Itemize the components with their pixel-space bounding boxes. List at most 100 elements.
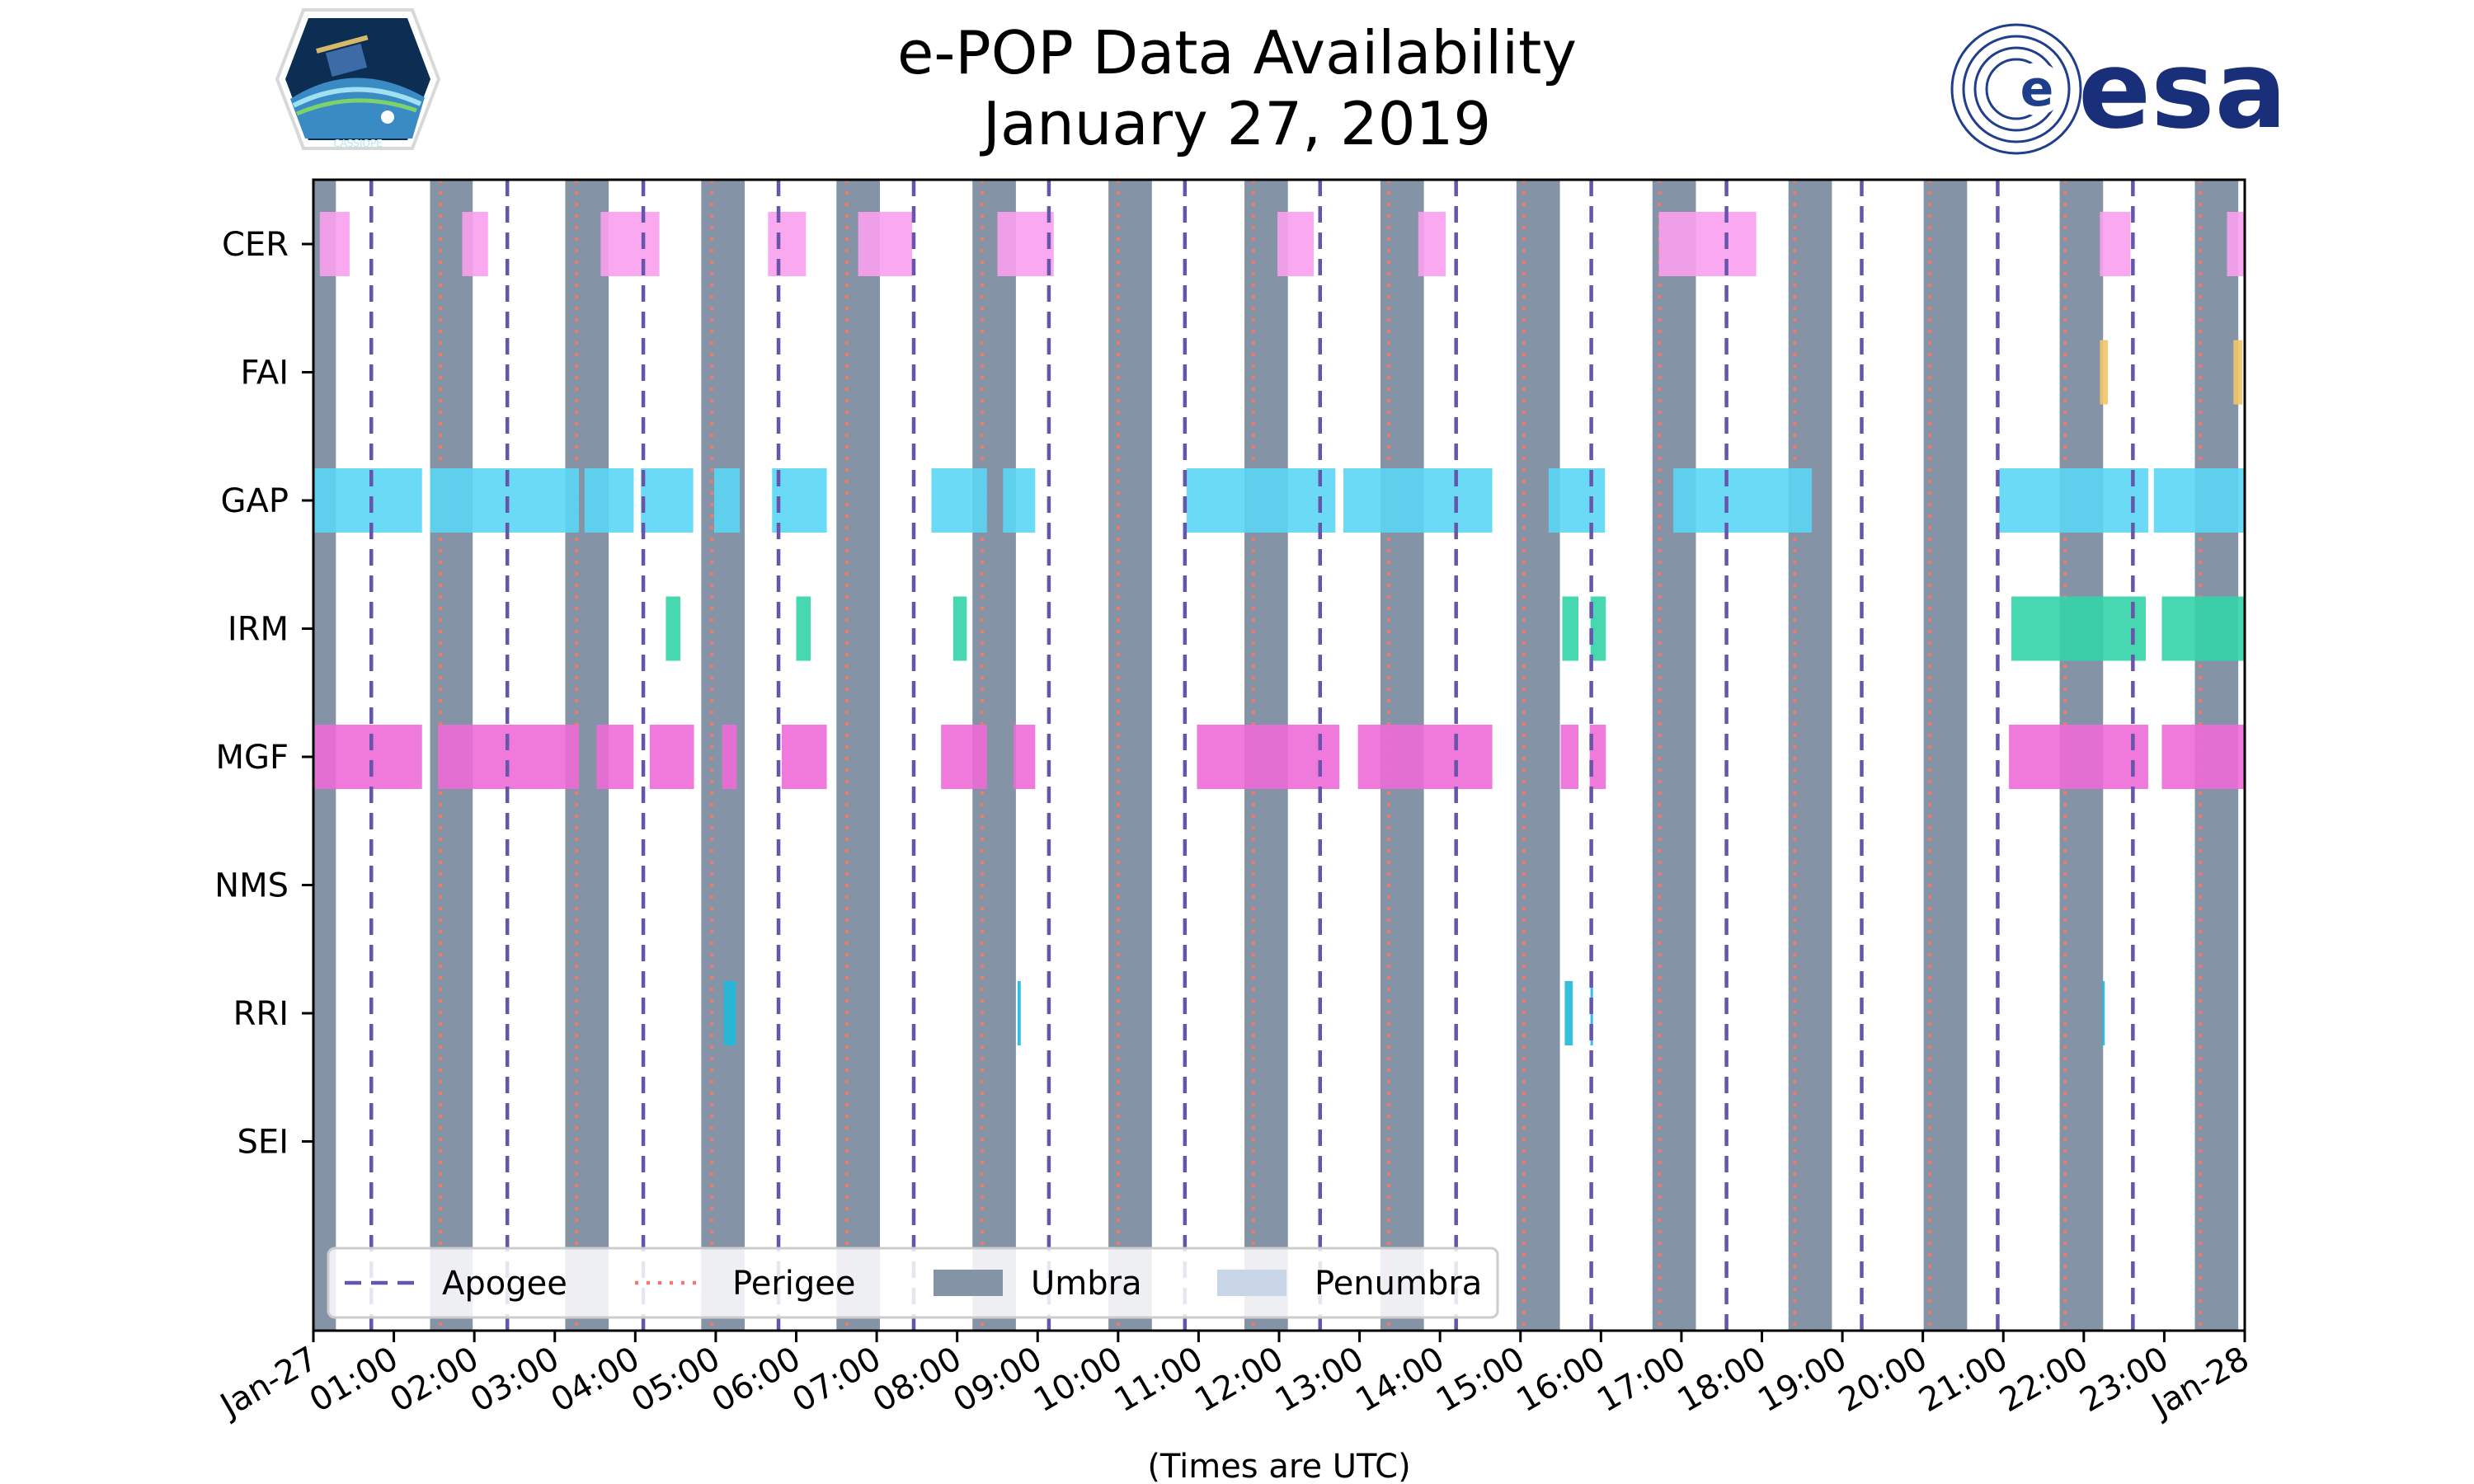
bar-cer-7: [1418, 212, 1446, 276]
bar-irm-4: [1590, 596, 1606, 661]
umbra-band-11: [1788, 180, 1832, 1331]
bar-gap-0: [313, 468, 422, 533]
bar-mgf-8: [1197, 725, 1340, 789]
bar-cer-10: [2227, 212, 2245, 276]
bar-mgf-12: [2009, 725, 2148, 789]
legend: Apogee Perigee Umbra Penumbra: [327, 1247, 1499, 1319]
x-tick-label-19: 19:00: [1752, 1340, 1853, 1420]
bar-cer-2: [600, 212, 660, 276]
bar-rri-0: [723, 981, 736, 1045]
bar-gap-6: [931, 468, 987, 533]
bar-gap-13: [2153, 468, 2245, 533]
x-tick-label-2: 02:00: [383, 1340, 485, 1420]
y-tick-label-irm: IRM: [228, 611, 289, 649]
bar-mgf-9: [1357, 725, 1493, 789]
bar-fai-1: [2233, 340, 2243, 405]
bar-mgf-0: [313, 725, 422, 789]
x-tick-label-1: 01:00: [303, 1340, 405, 1420]
bar-cer-6: [1277, 212, 1314, 276]
bar-gap-11: [1673, 468, 1813, 533]
x-tick-label-7: 07:00: [786, 1340, 887, 1420]
y-tick-label-nms: NMS: [214, 867, 289, 905]
y-tick-label-gap: GAP: [221, 482, 289, 520]
x-tick-label-22: 22:00: [1993, 1340, 2095, 1420]
bar-gap-4: [713, 468, 741, 533]
bar-irm-6: [2161, 596, 2245, 661]
bar-gap-10: [1548, 468, 1606, 533]
bar-gap-7: [1003, 468, 1036, 533]
bar-mgf-7: [1013, 725, 1036, 789]
bar-gap-1: [430, 468, 580, 533]
bar-gap-12: [1999, 468, 2148, 533]
y-tick-label-mgf: MGF: [215, 739, 289, 777]
x-tick-label-9: 09:00: [947, 1340, 1048, 1420]
bar-gap-8: [1186, 468, 1336, 533]
bar-irm-1: [796, 596, 811, 661]
y-tick-label-fai: FAI: [241, 355, 289, 392]
bar-mgf-6: [941, 725, 987, 789]
x-tick-label-15: 15:00: [1430, 1340, 1531, 1420]
legend-label-perigee: Perigee: [732, 1265, 855, 1303]
esa-logo-text: esa: [2078, 27, 2287, 153]
bar-gap-5: [772, 468, 827, 533]
umbra-band-12: [1923, 180, 1968, 1331]
bar-irm-2: [952, 596, 967, 661]
bar-cer-5: [997, 212, 1054, 276]
bar-cer-3: [768, 212, 807, 276]
bar-irm-3: [1562, 596, 1579, 661]
y-tick-label-cer: CER: [222, 226, 289, 264]
x-tick-label-11: 11:00: [1108, 1340, 1210, 1420]
bar-mgf-5: [781, 725, 827, 789]
legend-swatch-penumbra: [1217, 1270, 1286, 1296]
x-tick-label-6: 06:00: [706, 1340, 807, 1420]
bar-cer-4: [858, 212, 913, 276]
legend-label-apogee: Apogee: [442, 1265, 567, 1303]
x-tick-label-0: Jan-27: [212, 1340, 324, 1426]
umbra-band-6: [1108, 180, 1152, 1331]
x-tick-label-21: 21:00: [1912, 1340, 2014, 1420]
y-tick-label-sei: SEI: [238, 1124, 289, 1162]
umbra-band-9: [1516, 180, 1560, 1331]
bar-rri-4: [2102, 981, 2105, 1045]
legend-label-umbra: Umbra: [1031, 1265, 1142, 1303]
bar-mgf-11: [1589, 725, 1606, 789]
svg-text:e: e: [2020, 60, 2054, 118]
bar-cer-9: [2100, 212, 2131, 276]
bar-mgf-4: [722, 725, 737, 789]
x-tick-label-20: 20:00: [1832, 1340, 1934, 1420]
chart-subtitle: January 27, 2019: [982, 89, 1492, 158]
cassiope-logo: CASSIOPE: [275, 8, 441, 150]
bar-gap-2: [584, 468, 634, 533]
bar-fai-0: [2100, 340, 2109, 405]
umbra-band-4: [836, 180, 880, 1331]
x-tick-label-16: 16:00: [1510, 1340, 1611, 1420]
bar-cer-1: [462, 212, 488, 276]
legend-label-penumbra: Penumbra: [1315, 1265, 1482, 1303]
x-tick-label-8: 08:00: [867, 1340, 968, 1420]
x-tick-label-3: 03:00: [464, 1340, 566, 1420]
bar-irm-5: [2011, 596, 2146, 661]
y-tick-label-rri: RRI: [233, 995, 289, 1033]
chart-title: e-POP Data Availability: [897, 18, 1577, 87]
bar-cer-0: [319, 212, 350, 276]
umbra-band-10: [1652, 180, 1696, 1331]
x-axis-label: (Times are UTC): [1147, 1448, 1410, 1484]
bar-irm-0: [666, 596, 680, 661]
bar-gap-9: [1343, 468, 1493, 533]
x-tick-label-5: 05:00: [625, 1340, 727, 1420]
bar-rri-1: [1017, 981, 1021, 1045]
bar-mgf-13: [2161, 725, 2245, 789]
x-tick-label-17: 17:00: [1591, 1340, 1692, 1420]
x-tick-label-4: 04:00: [544, 1340, 646, 1420]
plot-area: CER FAI GAP IRM MGF NMS RRI SEI Jan-2701:0002:00…: [212, 178, 2255, 1484]
x-tick-label-12: 12:00: [1188, 1340, 1290, 1420]
bar-mgf-2: [596, 725, 634, 789]
bar-gap-3: [641, 468, 694, 533]
legend-swatch-umbra: [934, 1270, 1003, 1296]
bar-mgf-10: [1560, 725, 1579, 789]
esa-logo: e esa: [1950, 23, 2287, 155]
cassiope-logo-text: CASSIOPE: [333, 138, 383, 149]
x-tick-label-18: 18:00: [1672, 1340, 1773, 1420]
bar-cer-8: [1658, 212, 1757, 276]
